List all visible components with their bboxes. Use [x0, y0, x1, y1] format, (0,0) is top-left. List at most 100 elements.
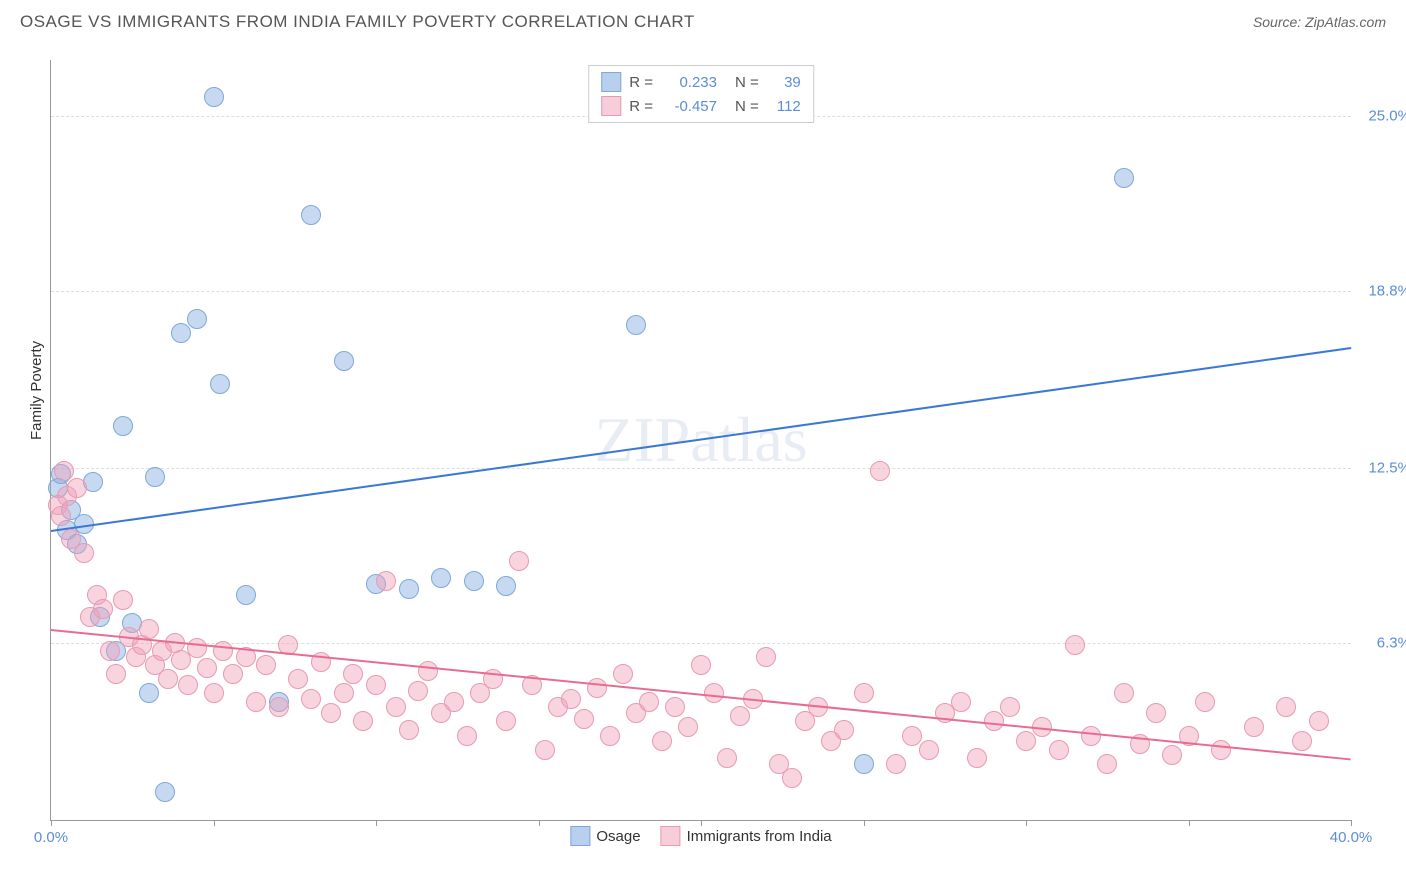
- data-point: [496, 711, 516, 731]
- data-point: [854, 683, 874, 703]
- data-point: [691, 655, 711, 675]
- data-point: [1114, 168, 1134, 188]
- data-point: [321, 703, 341, 723]
- legend-correlation: R =0.233N =39R =-0.457N =112: [588, 65, 814, 123]
- data-point: [399, 720, 419, 740]
- data-point: [246, 692, 266, 712]
- data-point: [613, 664, 633, 684]
- data-point: [1114, 683, 1134, 703]
- data-point: [717, 748, 737, 768]
- legend-swatch: [570, 826, 590, 846]
- x-tick: [214, 820, 215, 826]
- data-point: [158, 669, 178, 689]
- data-point: [431, 568, 451, 588]
- gridline: [51, 291, 1351, 292]
- y-tick-label: 6.3%: [1356, 634, 1406, 651]
- data-point: [457, 726, 477, 746]
- data-point: [1049, 740, 1069, 760]
- data-point: [197, 658, 217, 678]
- data-point: [464, 571, 484, 591]
- data-point: [113, 416, 133, 436]
- gridline: [51, 643, 1351, 644]
- x-tick: [539, 820, 540, 826]
- data-point: [665, 697, 685, 717]
- legend-label: Osage: [596, 828, 640, 845]
- data-point: [652, 731, 672, 751]
- data-point: [171, 323, 191, 343]
- data-point: [561, 689, 581, 709]
- data-point: [854, 754, 874, 774]
- trend-line: [51, 629, 1351, 760]
- legend-r-value: 0.233: [661, 74, 717, 91]
- data-point: [269, 697, 289, 717]
- x-tick: [864, 820, 865, 826]
- chart-title: OSAGE VS IMMIGRANTS FROM INDIA FAMILY PO…: [20, 12, 695, 32]
- legend-n-value: 112: [767, 98, 801, 115]
- data-point: [187, 309, 207, 329]
- y-tick-label: 18.8%: [1356, 282, 1406, 299]
- data-point: [1065, 635, 1085, 655]
- data-point: [210, 374, 230, 394]
- data-point: [870, 461, 890, 481]
- data-point: [1162, 745, 1182, 765]
- data-point: [782, 768, 802, 788]
- data-point: [399, 579, 419, 599]
- data-point: [678, 717, 698, 737]
- data-point: [353, 711, 373, 731]
- legend-n-value: 39: [767, 74, 801, 91]
- data-point: [1016, 731, 1036, 751]
- legend-swatch: [661, 826, 681, 846]
- data-point: [74, 543, 94, 563]
- data-point: [730, 706, 750, 726]
- data-point: [343, 664, 363, 684]
- data-point: [213, 641, 233, 661]
- data-point: [301, 205, 321, 225]
- data-point: [1309, 711, 1329, 731]
- data-point: [951, 692, 971, 712]
- x-tick: [701, 820, 702, 826]
- legend-row: R =-0.457N =112: [601, 94, 801, 118]
- x-tick: [51, 820, 52, 826]
- data-point: [106, 664, 126, 684]
- x-tick: [1026, 820, 1027, 826]
- data-point: [600, 726, 620, 746]
- data-point: [1081, 726, 1101, 746]
- data-point: [496, 576, 516, 596]
- legend-r-label: R =: [629, 98, 653, 115]
- data-point: [418, 661, 438, 681]
- data-point: [919, 740, 939, 760]
- data-point: [100, 641, 120, 661]
- data-point: [155, 782, 175, 802]
- legend-label: Immigrants from India: [687, 828, 832, 845]
- data-point: [51, 506, 71, 526]
- chart-header: OSAGE VS IMMIGRANTS FROM INDIA FAMILY PO…: [20, 12, 1386, 32]
- data-point: [1146, 703, 1166, 723]
- data-point: [113, 590, 133, 610]
- data-point: [574, 709, 594, 729]
- legend-swatch: [601, 72, 621, 92]
- legend-item: Osage: [570, 826, 640, 846]
- data-point: [67, 478, 87, 498]
- data-point: [223, 664, 243, 684]
- data-point: [408, 681, 428, 701]
- x-tick: [1189, 820, 1190, 826]
- legend-series: Osage Immigrants from India: [570, 826, 831, 846]
- x-tick: [376, 820, 377, 826]
- data-point: [1292, 731, 1312, 751]
- data-point: [587, 678, 607, 698]
- data-point: [756, 647, 776, 667]
- data-point: [93, 599, 113, 619]
- y-axis-title: Family Poverty: [28, 341, 45, 440]
- data-point: [535, 740, 555, 760]
- legend-r-label: R =: [629, 74, 653, 91]
- data-point: [626, 315, 646, 335]
- data-point: [236, 585, 256, 605]
- x-tick-label: 0.0%: [34, 829, 68, 846]
- data-point: [54, 461, 74, 481]
- data-point: [509, 551, 529, 571]
- gridline: [51, 468, 1351, 469]
- data-point: [334, 683, 354, 703]
- data-point: [444, 692, 464, 712]
- data-point: [204, 87, 224, 107]
- data-point: [1097, 754, 1117, 774]
